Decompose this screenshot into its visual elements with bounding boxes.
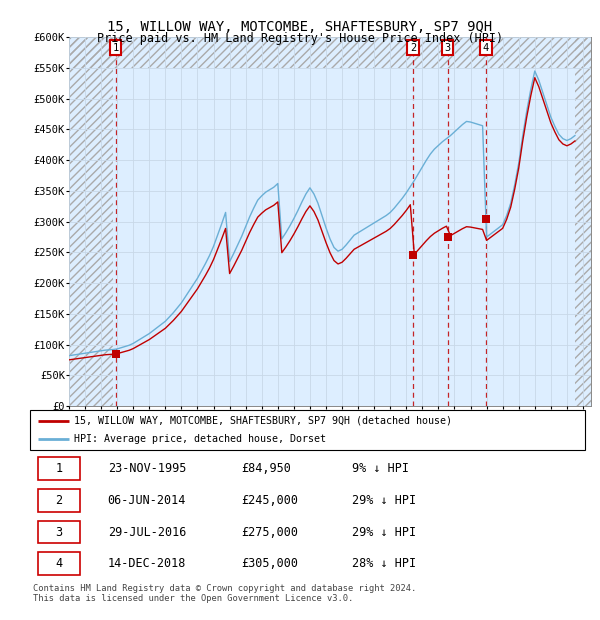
FancyBboxPatch shape — [38, 521, 80, 544]
Text: Contains HM Land Registry data © Crown copyright and database right 2024.
This d: Contains HM Land Registry data © Crown c… — [33, 584, 416, 603]
Text: £275,000: £275,000 — [241, 526, 298, 539]
FancyBboxPatch shape — [30, 410, 585, 449]
Text: 3: 3 — [56, 526, 63, 539]
Text: 3: 3 — [445, 43, 451, 53]
Text: 4: 4 — [482, 43, 489, 53]
Text: 2: 2 — [56, 494, 63, 507]
FancyBboxPatch shape — [38, 489, 80, 511]
Text: 29% ↓ HPI: 29% ↓ HPI — [352, 526, 416, 539]
Text: 15, WILLOW WAY, MOTCOMBE, SHAFTESBURY, SP7 9QH (detached house): 15, WILLOW WAY, MOTCOMBE, SHAFTESBURY, S… — [74, 416, 452, 426]
Text: 29% ↓ HPI: 29% ↓ HPI — [352, 494, 416, 507]
Text: 2: 2 — [410, 43, 416, 53]
Text: 23-NOV-1995: 23-NOV-1995 — [108, 462, 186, 475]
Text: 4: 4 — [56, 557, 63, 570]
Text: £84,950: £84,950 — [241, 462, 291, 475]
Text: HPI: Average price, detached house, Dorset: HPI: Average price, detached house, Dors… — [74, 434, 326, 444]
Text: 1: 1 — [56, 462, 63, 475]
Text: 28% ↓ HPI: 28% ↓ HPI — [352, 557, 416, 570]
Text: 15, WILLOW WAY, MOTCOMBE, SHAFTESBURY, SP7 9QH: 15, WILLOW WAY, MOTCOMBE, SHAFTESBURY, S… — [107, 20, 493, 34]
Text: Price paid vs. HM Land Registry's House Price Index (HPI): Price paid vs. HM Land Registry's House … — [97, 32, 503, 45]
Text: £245,000: £245,000 — [241, 494, 298, 507]
FancyBboxPatch shape — [38, 457, 80, 480]
Text: 06-JUN-2014: 06-JUN-2014 — [108, 494, 186, 507]
FancyBboxPatch shape — [38, 552, 80, 575]
Text: 9% ↓ HPI: 9% ↓ HPI — [352, 462, 409, 475]
Text: 29-JUL-2016: 29-JUL-2016 — [108, 526, 186, 539]
Text: 1: 1 — [112, 43, 119, 53]
Text: £305,000: £305,000 — [241, 557, 298, 570]
Text: 14-DEC-2018: 14-DEC-2018 — [108, 557, 186, 570]
